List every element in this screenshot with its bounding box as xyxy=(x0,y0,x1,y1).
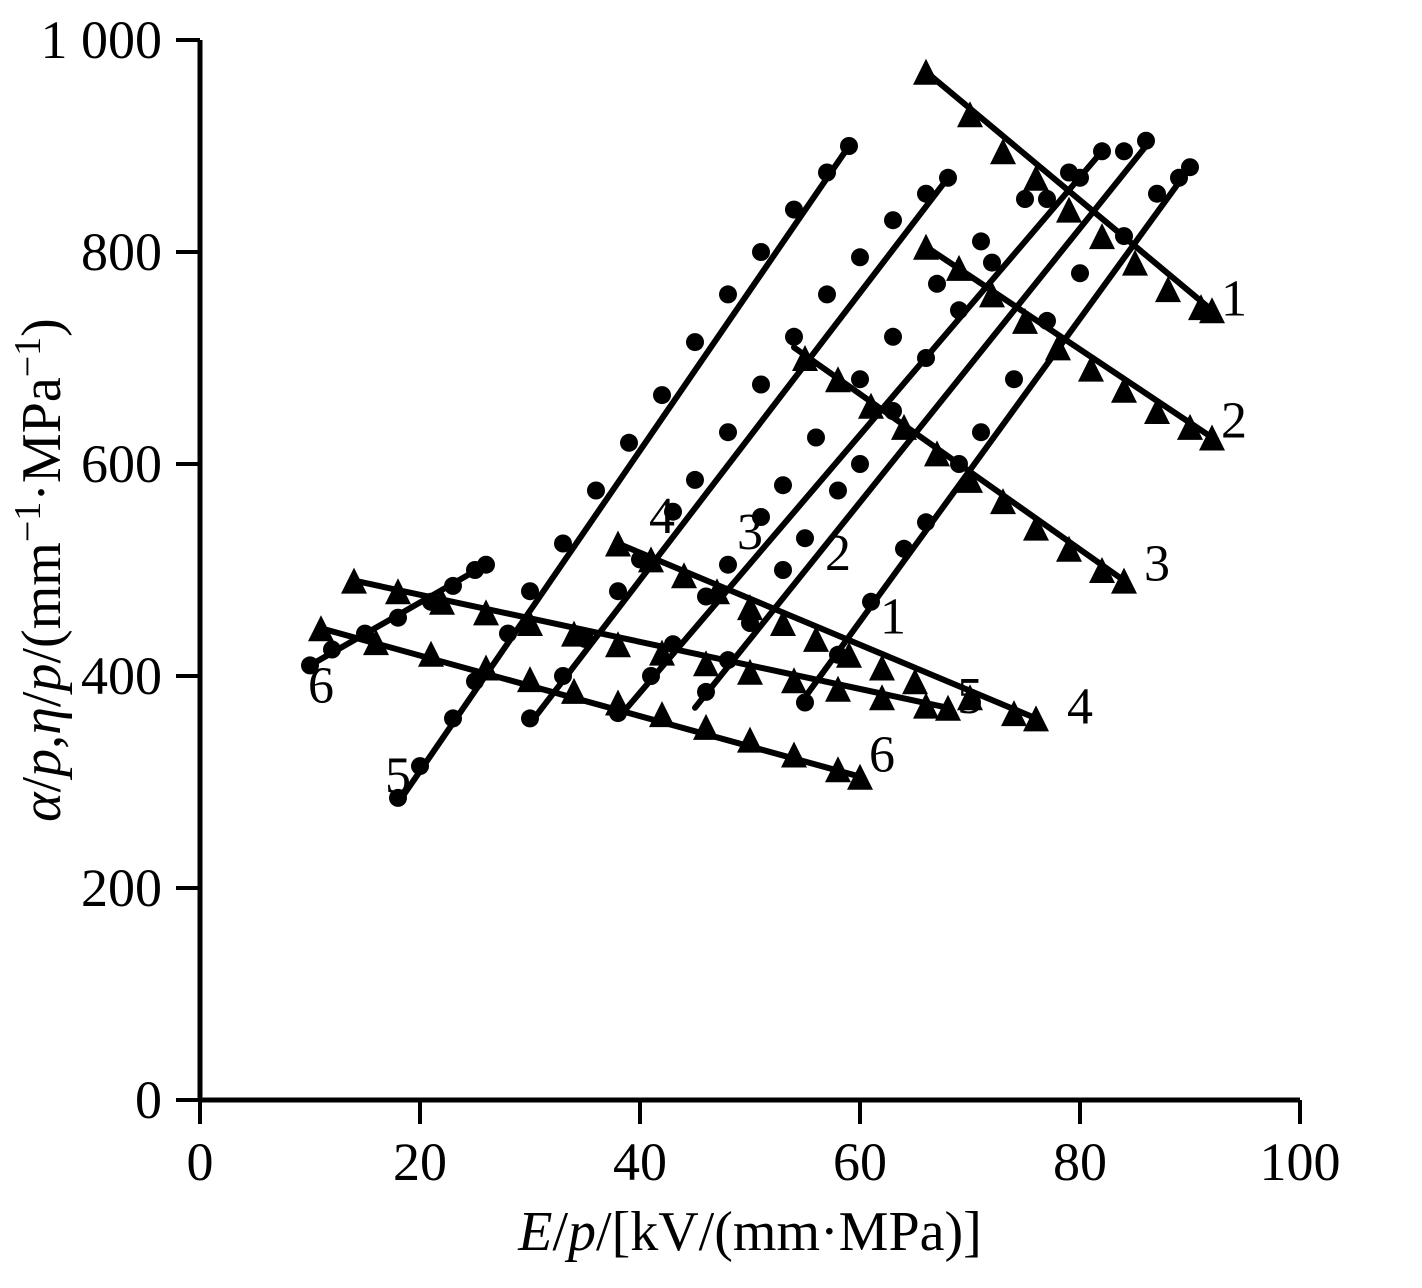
series-label-series_descending-1: 1 xyxy=(1221,271,1247,328)
scatter-line-chart: 0 200 400 600 800 1 000 0 20 40 60 80 100 E/p/[kV/(m… xyxy=(0,0,1422,1288)
series-label-series_ascending-4: 4 xyxy=(649,488,675,545)
data-point-dot xyxy=(774,476,792,494)
data-point-dot xyxy=(796,694,814,712)
x-tick-label: 0 xyxy=(187,1132,214,1192)
data-point-dot xyxy=(521,582,539,600)
data-point-dot xyxy=(1181,158,1199,176)
x-tick-label: 60 xyxy=(833,1132,887,1192)
data-point-dot xyxy=(686,333,704,351)
data-point-triangle xyxy=(1023,705,1049,731)
y-tick-label: 0 xyxy=(135,1070,162,1130)
data-point-dot xyxy=(818,164,836,182)
series-label-series_descending-2: 2 xyxy=(1221,393,1247,450)
data-point-dot xyxy=(774,561,792,579)
data-point-triangle xyxy=(946,255,972,281)
y-tick-label: 400 xyxy=(81,646,162,706)
data-point-dot xyxy=(499,625,517,643)
axes: 0 200 400 600 800 1 000 0 20 40 60 80 100 xyxy=(41,10,1341,1192)
x-tick-label: 40 xyxy=(613,1132,667,1192)
x-tick-label: 100 xyxy=(1260,1132,1341,1192)
y-tick-label: 200 xyxy=(81,858,162,918)
data-point-dot xyxy=(719,285,737,303)
data-point-dot xyxy=(862,593,880,611)
data-point-dot xyxy=(477,556,495,574)
data-point-dot xyxy=(851,248,869,266)
asc-line-3 xyxy=(618,151,1102,718)
data-point-dot xyxy=(917,185,935,203)
series-label-series_ascending-6: 6 xyxy=(308,658,334,715)
data-point-dot xyxy=(1148,185,1166,203)
data-point-dot xyxy=(554,535,572,553)
data-point-dot xyxy=(1093,142,1111,160)
data-point-dot xyxy=(840,137,858,155)
data-point-dot xyxy=(587,482,605,500)
data-point-dot xyxy=(752,376,770,394)
data-point-dot xyxy=(785,201,803,219)
data-point-dot xyxy=(389,609,407,627)
data-point-dot xyxy=(785,328,803,346)
data-point-dot xyxy=(796,529,814,547)
data-point-dot xyxy=(1016,190,1034,208)
data-point-dot xyxy=(609,582,627,600)
data-point-triangle xyxy=(517,666,543,692)
data-point-dot xyxy=(818,285,836,303)
data-point-dot xyxy=(1137,132,1155,150)
data-point-dot xyxy=(972,232,990,250)
asc-line-2 xyxy=(695,146,1146,708)
data-point-dot xyxy=(807,429,825,447)
data-point-triangle xyxy=(693,714,719,740)
data-point-dot xyxy=(972,423,990,441)
data-point-dot xyxy=(444,577,462,595)
data-point-dot xyxy=(620,434,638,452)
data-point-dot xyxy=(851,370,869,388)
data-point-dot xyxy=(1005,370,1023,388)
data-point-dot xyxy=(851,455,869,473)
data-point-dot xyxy=(642,667,660,685)
data-point-dot xyxy=(917,513,935,531)
series-label-series_descending-4: 4 xyxy=(1067,679,1093,736)
data-point-dot xyxy=(323,641,341,659)
series-label-series_descending-6: 6 xyxy=(869,726,895,783)
data-point-triangle xyxy=(737,727,763,753)
series-label-series_ascending-1: 1 xyxy=(880,589,906,646)
y-tick-label: 600 xyxy=(81,434,162,494)
data-point-dot xyxy=(829,482,847,500)
data-point-dot xyxy=(939,169,957,187)
data-point-dot xyxy=(1060,164,1078,182)
x-axis-label: E/p/[kV/(mm·MPa)] xyxy=(517,1201,982,1263)
series-label-series_ascending-3: 3 xyxy=(737,504,763,561)
data-point-dot xyxy=(697,683,715,701)
data-point-triangle xyxy=(605,531,631,557)
data-point-dot xyxy=(653,386,671,404)
data-point-dot xyxy=(895,540,913,558)
data-point-triangle xyxy=(913,234,939,260)
data-point-triangle xyxy=(649,701,675,727)
y-tick-label: 1 000 xyxy=(41,10,163,70)
x-tick-label: 80 xyxy=(1053,1132,1107,1192)
data-point-triangle xyxy=(913,59,939,85)
data-point-dot xyxy=(719,423,737,441)
series-label-series_ascending-2: 2 xyxy=(825,525,851,582)
data-point-dot xyxy=(554,667,572,685)
data-point-triangle xyxy=(1111,377,1137,403)
series-label-series_descending-3: 3 xyxy=(1144,536,1170,593)
data-point-triangle xyxy=(605,690,631,716)
y-tick-label: 800 xyxy=(81,222,162,282)
data-point-dot xyxy=(884,211,902,229)
data-point-dot xyxy=(752,243,770,261)
data-point-dot xyxy=(686,471,704,489)
series-label-series_descending-5: 5 xyxy=(957,668,983,725)
data-point-dot xyxy=(928,275,946,293)
data-point-triangle xyxy=(1144,398,1170,424)
data-point-dot xyxy=(884,328,902,346)
series-label-series_ascending-5: 5 xyxy=(385,748,411,805)
y-axis-label: α/p,η/p/(mm−1·MPa−1) xyxy=(7,318,73,822)
x-tick-label: 20 xyxy=(393,1132,447,1192)
data-point-dot xyxy=(444,709,462,727)
data-point-dot xyxy=(719,556,737,574)
data-point-dot xyxy=(521,709,539,727)
data-point-dot xyxy=(1115,142,1133,160)
data-point-dot xyxy=(1071,264,1089,282)
data-point-dot xyxy=(411,757,429,775)
